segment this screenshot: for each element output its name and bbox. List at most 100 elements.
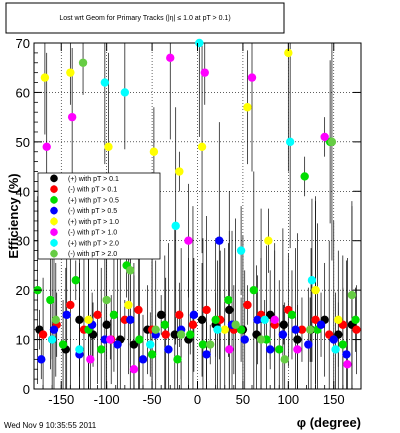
- data-point: [46, 295, 55, 305]
- legend-marker: [50, 196, 58, 204]
- data-point: [331, 345, 340, 354]
- data-point: [188, 320, 198, 329]
- x-tick-label: -150: [48, 392, 74, 407]
- data-point: [347, 290, 357, 300]
- data-point: [305, 325, 315, 334]
- data-point: [202, 350, 211, 359]
- x-tick-label: -50: [143, 392, 162, 407]
- legend-label: (+) with pT > 0.5: [68, 197, 119, 204]
- data-point: [134, 305, 143, 315]
- y-tick-label: 50: [16, 135, 30, 150]
- legend-label: (-) with pT > 2.0: [68, 251, 117, 258]
- data-point: [253, 315, 262, 324]
- data-point: [311, 315, 320, 324]
- data-point: [149, 147, 159, 156]
- data-point: [97, 345, 106, 354]
- data-point: [146, 340, 155, 349]
- data-point: [291, 325, 300, 334]
- data-point: [320, 132, 329, 142]
- data-point: [231, 320, 240, 329]
- data-point: [71, 276, 80, 285]
- data-point: [176, 330, 186, 339]
- data-point: [285, 137, 295, 147]
- data-point: [78, 58, 88, 67]
- data-point: [129, 340, 139, 349]
- data-point: [66, 68, 75, 77]
- data-point: [129, 365, 139, 374]
- data-point: [49, 325, 59, 334]
- data-point: [156, 310, 166, 320]
- data-point: [93, 310, 102, 320]
- legend-label: (-) with pT > 0.5: [68, 208, 117, 215]
- data-point: [316, 320, 326, 329]
- data-point: [236, 246, 246, 255]
- data-point: [175, 167, 184, 176]
- data-point: [265, 345, 275, 354]
- data-point: [247, 73, 257, 82]
- data-point: [351, 315, 360, 324]
- data-point: [106, 335, 115, 344]
- data-point: [40, 73, 50, 82]
- legend-box: [37, 172, 161, 260]
- data-point: [58, 340, 68, 349]
- data-point: [287, 310, 297, 320]
- data-point: [86, 355, 95, 364]
- data-point: [170, 330, 179, 339]
- data-point: [270, 315, 279, 324]
- data-point: [126, 315, 135, 324]
- data-point: [243, 103, 252, 112]
- legend-label: (-) with pT > 0.1: [68, 187, 117, 194]
- data-point: [249, 285, 259, 295]
- data-point: [164, 345, 173, 354]
- x-tick-label: 50: [236, 392, 250, 407]
- data-point: [42, 142, 51, 151]
- data-point: [175, 310, 184, 320]
- data-point: [236, 325, 246, 334]
- data-point: [200, 68, 209, 77]
- legend-marker: [50, 185, 58, 193]
- y-tick-label: 60: [16, 85, 30, 100]
- data-point: [84, 315, 93, 324]
- data-point: [215, 236, 224, 245]
- data-point: [327, 137, 337, 147]
- data-point: [135, 335, 144, 344]
- legend: (+) with pT > 0.1 (-) with pT > 0.1 (+) wi…: [37, 172, 161, 260]
- data-point: [243, 300, 252, 310]
- data-point: [225, 305, 234, 315]
- legend-marker: [50, 249, 58, 258]
- y-tick-label: 20: [16, 283, 30, 298]
- data-point: [195, 38, 204, 48]
- legend-marker: [50, 174, 58, 183]
- data-point: [280, 355, 289, 364]
- data-point: [160, 320, 169, 329]
- data-point: [171, 221, 180, 231]
- data-point: [102, 295, 111, 305]
- chart-title: Lost wrt Geom for Primary Tracks (|η| ≤ …: [59, 15, 230, 22]
- data-point: [278, 330, 288, 339]
- data-point: [67, 112, 77, 122]
- data-point: [297, 325, 307, 334]
- data-point: [189, 310, 199, 320]
- data-point: [100, 78, 110, 87]
- data-point: [329, 335, 338, 344]
- x-tick-label: 150: [323, 392, 345, 407]
- legend-marker: [50, 239, 58, 247]
- data-point: [338, 340, 348, 349]
- data-point: [220, 325, 229, 334]
- data-point: [300, 172, 309, 181]
- legend-label: (+) with pT > 0.1: [68, 176, 119, 183]
- legend-marker: [50, 217, 58, 226]
- data-point: [126, 266, 135, 275]
- data-point: [47, 335, 57, 344]
- axis-ticks: -150 -100 -50 0 50 100 150 0 10 20 30 40 50 60 70: [16, 36, 362, 407]
- data-point: [151, 325, 160, 334]
- data-points: [33, 38, 361, 374]
- y-tick-label: 0: [23, 382, 30, 397]
- data-point: [284, 48, 293, 58]
- data-point: [51, 315, 60, 324]
- data-point: [343, 360, 352, 369]
- data-point: [113, 340, 122, 349]
- data-point: [293, 345, 302, 354]
- data-point: [66, 300, 75, 310]
- data-point: [275, 345, 284, 354]
